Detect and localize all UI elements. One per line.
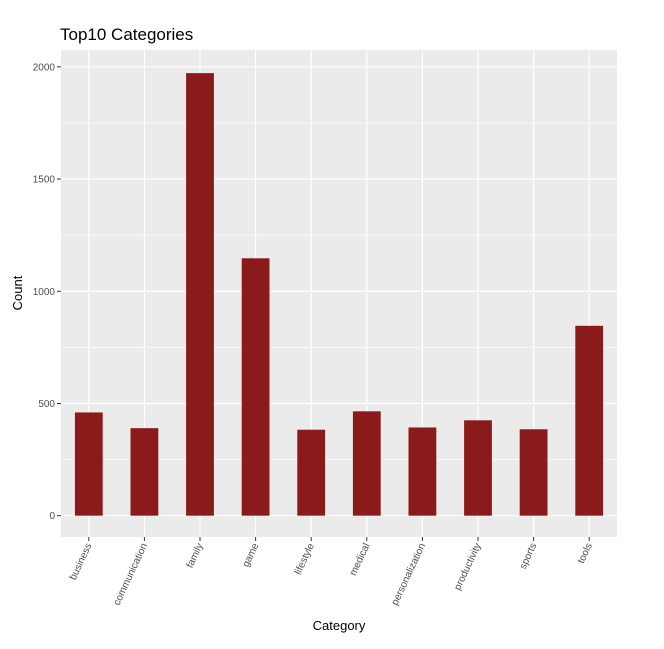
y-tick-label: 0 — [49, 511, 55, 522]
bar-tools — [575, 325, 604, 516]
x-tick-label-game: game — [241, 541, 262, 569]
x-tick-label-medical: medical — [348, 542, 373, 578]
y-axis: 0 500 1000 1500 2000 — [33, 62, 61, 522]
x-tick-label-business: business — [68, 542, 95, 582]
bar-family — [186, 73, 214, 516]
x-axis: business communication family game lifestyle… — [68, 537, 595, 607]
y-axis-title: Count — [10, 275, 25, 310]
bar-medical — [352, 411, 381, 516]
bar-communication — [130, 428, 159, 516]
x-tick-label-family: family — [185, 542, 206, 570]
bar-business — [74, 412, 103, 516]
y-tick-label: 2000 — [33, 62, 56, 73]
x-tick-label-personalization: personalization — [390, 542, 428, 608]
x-tick-label-productivity: productivity — [452, 542, 483, 592]
chart-title: Top10 Categories — [60, 25, 193, 44]
bars — [74, 73, 604, 516]
x-tick-label-sports: sports — [518, 542, 539, 571]
bar-sports — [519, 429, 548, 516]
x-tick-label-lifestyle: lifestyle — [293, 541, 317, 576]
bar-lifestyle — [297, 429, 326, 516]
y-tick-label: 500 — [38, 399, 55, 410]
bar-personalization — [408, 427, 437, 516]
bar-game — [241, 258, 270, 516]
x-axis-title: Category — [313, 618, 366, 633]
y-tick-label: 1000 — [33, 287, 56, 298]
bar-productivity — [464, 420, 492, 516]
x-tick-label-tools: tools — [576, 542, 595, 566]
x-tick-label-communication: communication — [112, 542, 150, 608]
y-tick-label: 1500 — [33, 175, 56, 186]
